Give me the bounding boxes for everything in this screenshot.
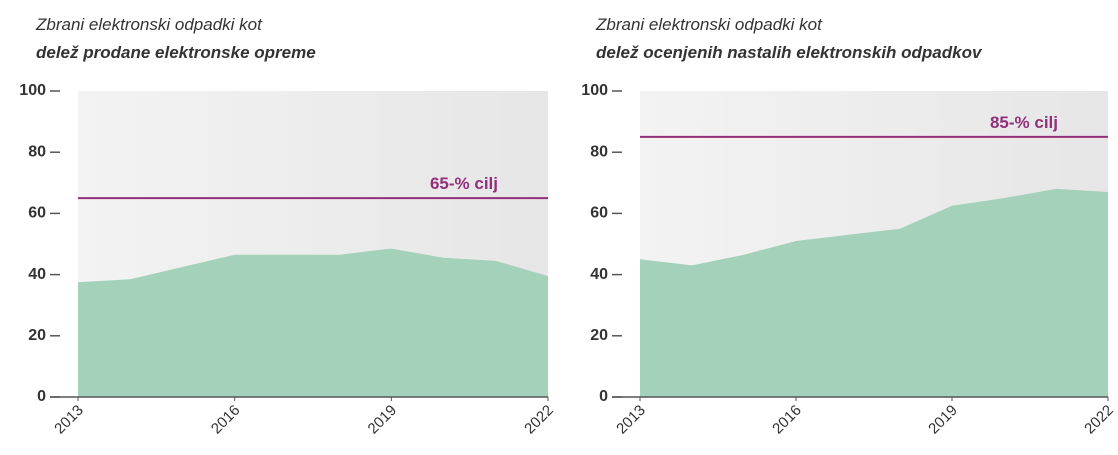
chart-subtitle: delež prodane elektronske opreme <box>36 43 316 62</box>
x-tick-label: 2019 <box>365 402 401 438</box>
x-tick-label: 2016 <box>769 402 805 438</box>
y-tick-label: 40 <box>28 266 46 283</box>
y-tick-label: 0 <box>599 388 608 405</box>
target-label: 65-% cilj <box>430 174 498 193</box>
y-tick-label: 0 <box>37 388 46 405</box>
chart-subtitle: delež ocenjenih nastalih elektronskih od… <box>596 43 983 62</box>
x-tick-label: 2022 <box>521 402 557 438</box>
y-tick-label: 20 <box>590 327 608 344</box>
area <box>640 188 1108 397</box>
x-tick-label: 2019 <box>925 402 961 438</box>
chart-title: Zbrani elektronski odpadki kot <box>595 15 823 34</box>
y-tick-label: 20 <box>28 327 46 344</box>
x-tick-label: 2013 <box>613 402 649 438</box>
y-tick-label: 60 <box>28 205 46 222</box>
chart-title: Zbrani elektronski odpadki kot <box>35 15 263 34</box>
y-tick-label: 100 <box>19 82 46 99</box>
area <box>78 248 548 397</box>
y-tick-label: 80 <box>590 143 608 160</box>
y-tick-label: 60 <box>590 205 608 222</box>
x-tick-label: 2016 <box>208 402 244 438</box>
y-tick-label: 100 <box>581 82 608 99</box>
y-tick-label: 80 <box>28 143 46 160</box>
y-tick-label: 40 <box>590 266 608 283</box>
x-tick-label: 2013 <box>51 402 87 438</box>
target-label: 85-% cilj <box>990 113 1058 132</box>
x-tick-label: 2022 <box>1081 402 1117 438</box>
